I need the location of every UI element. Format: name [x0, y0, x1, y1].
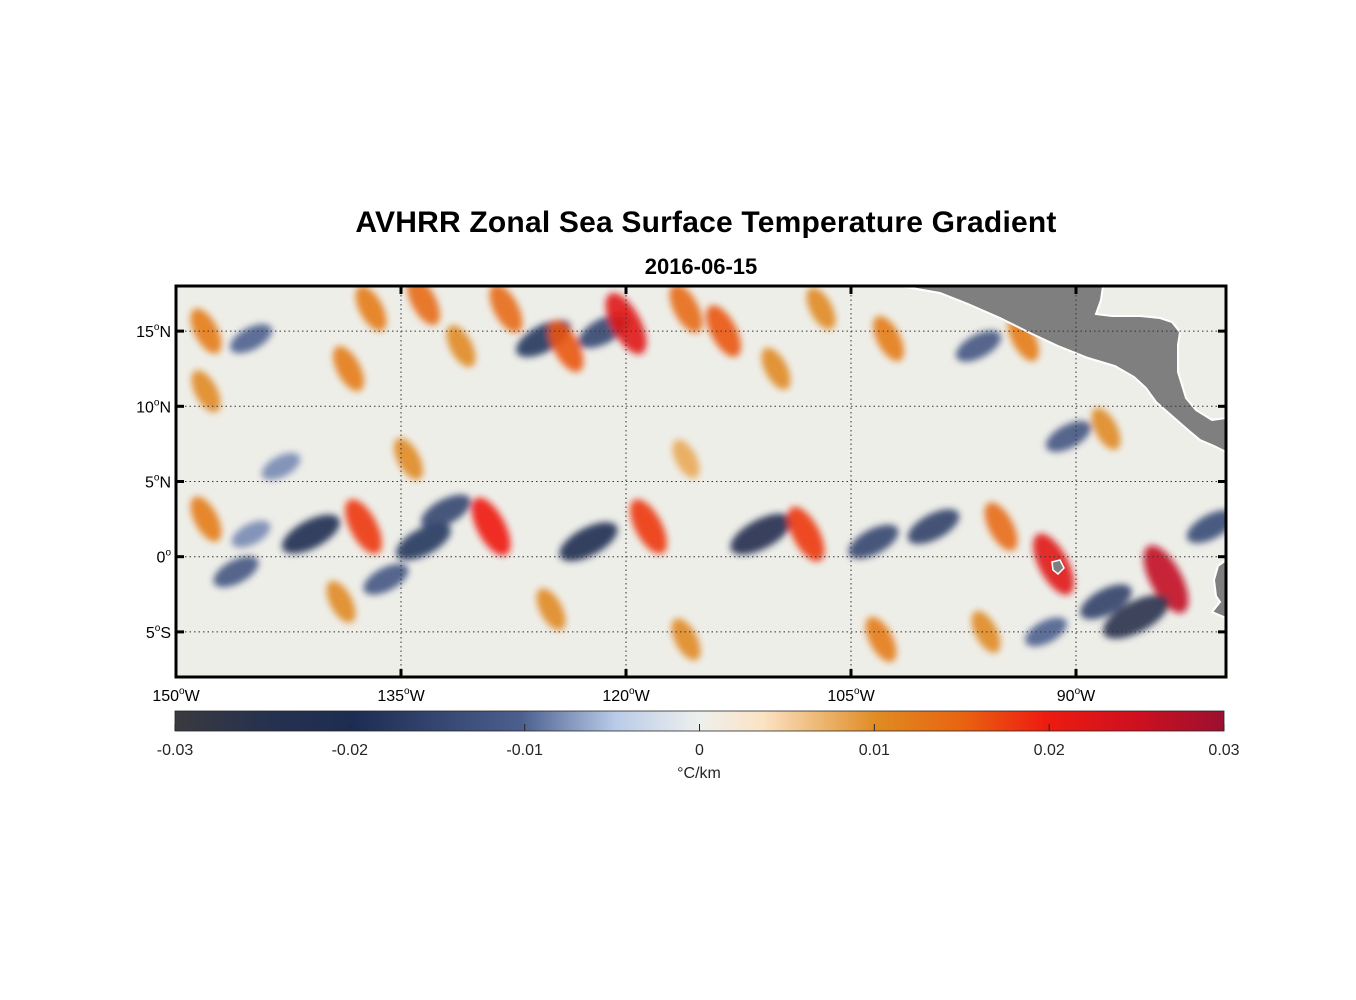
gradient-feature — [548, 320, 584, 372]
colorbar-tick-label: -0.01 — [506, 742, 543, 759]
gradient-feature — [230, 324, 272, 354]
gradient-feature — [872, 316, 905, 362]
gradient-feature — [730, 513, 792, 555]
colorbar-tick-label: 0.03 — [1208, 742, 1239, 759]
lat-tick-label: 10oN — [136, 397, 171, 416]
lon-tick-label: 105oW — [827, 686, 875, 705]
gradient-feature — [907, 509, 960, 545]
gradient-feature — [955, 330, 1002, 362]
gradient-feature — [190, 308, 222, 354]
gradient-feature — [1102, 594, 1170, 639]
land-masses — [899, 286, 1226, 620]
gradient-feature — [471, 497, 511, 556]
gradient-feature — [281, 514, 341, 554]
map-frame — [174, 284, 1228, 679]
gradient-feature — [231, 520, 271, 548]
map-title: AVHRR Zonal Sea Surface Temperature Grad… — [355, 206, 1057, 239]
gradient-feature — [213, 556, 259, 588]
gradient-feature — [396, 523, 451, 561]
lon-tick-label: 135oW — [377, 686, 425, 705]
gradient-feature — [1045, 420, 1092, 452]
south-america-land — [1210, 558, 1226, 620]
colorbar-tick-label: -0.03 — [157, 742, 194, 759]
gradient-feature — [865, 616, 897, 662]
gradient-feature — [761, 347, 791, 390]
gradient-feature — [446, 325, 476, 368]
gradient-feature — [536, 588, 566, 631]
gradient-feature — [672, 439, 700, 479]
colorbar: -0.03 -0.02 -0.01 0 0.01 0.02 0.03 °C/km — [157, 710, 1240, 782]
gradient-feature — [848, 524, 899, 559]
colorbar-tick-label: 0 — [695, 742, 704, 759]
lon-tick-label: 90oW — [1057, 686, 1096, 705]
gradient-feature — [191, 370, 221, 413]
gradient-feature — [326, 580, 356, 623]
gradient-feature — [669, 286, 703, 333]
lat-tick-label: 15oN — [136, 322, 171, 341]
lat-tick-label: 5oN — [145, 473, 171, 492]
gradient-feature — [630, 499, 667, 555]
gradient-feature — [706, 305, 741, 357]
gradient-feature — [407, 286, 440, 326]
map-subtitle: 2016-06-15 — [644, 254, 758, 279]
gradient-feature — [355, 286, 387, 332]
gradient-feature — [345, 499, 382, 555]
galapagos-islands-land — [1051, 559, 1065, 576]
gradient-feature — [1143, 545, 1189, 614]
gradient-feature — [559, 522, 618, 562]
gradient-feature — [261, 452, 301, 481]
colorbar-unit-label: °C/km — [677, 765, 721, 782]
gradient-feature — [332, 346, 365, 392]
gradient-feature — [421, 494, 471, 529]
colorbar-ticks: -0.03 -0.02 -0.01 0 0.01 0.02 0.03 — [157, 724, 1240, 759]
lon-tick-label: 120oW — [602, 686, 650, 705]
gradient-feature — [1186, 510, 1226, 544]
gradient-feature — [489, 286, 523, 333]
gradient-feature — [984, 502, 1018, 551]
lon-tick-label: 150oW — [152, 686, 200, 705]
colorbar-tick-label: 0.01 — [859, 742, 890, 759]
gradient-feature — [806, 287, 836, 330]
sst-gradient-field — [190, 286, 1226, 662]
colorbar-tick-label: 0.02 — [1034, 742, 1065, 759]
gradient-feature — [1080, 584, 1132, 620]
gradient-feature — [1007, 316, 1040, 362]
lat-tick-label: 5oS — [146, 623, 171, 642]
gradient-feature — [671, 618, 701, 661]
gradient-feature — [1091, 407, 1121, 450]
central-america-land — [899, 286, 1226, 454]
colorbar-tick-label: -0.02 — [332, 742, 369, 759]
gradient-feature — [363, 563, 409, 595]
gradient-feature — [787, 506, 825, 562]
gradient-feature — [190, 496, 222, 542]
gradient-feature — [605, 292, 647, 355]
map-panel: 150oW 135oW 120oW 105oW 90oW 15oN 10oN 5oN 0o 5oS — [136, 284, 1228, 705]
lat-tick-label: 0o — [157, 548, 172, 567]
